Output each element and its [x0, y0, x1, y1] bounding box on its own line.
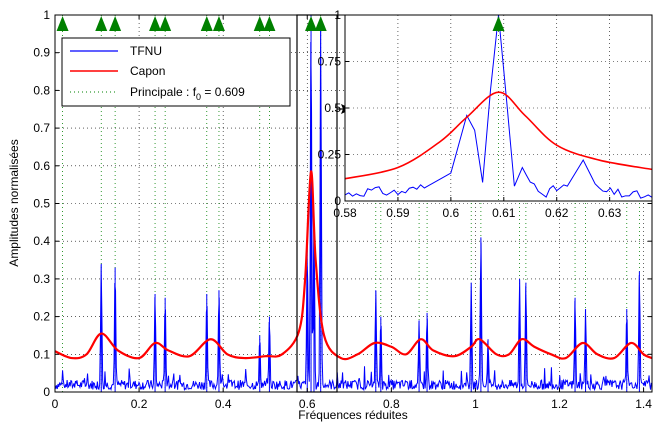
principale-marker-triangle [212, 16, 225, 31]
principale-marker-triangle [159, 16, 172, 31]
inset-y-tick-label: 0.25 [318, 148, 342, 162]
inset-x-tick-label: 0.62 [545, 206, 569, 220]
y-axis-label: Amplitudes normalisées [7, 139, 21, 266]
legend: TFNU Capon Principale : f0 = 0.609 [61, 37, 291, 107]
inset-x-tick-label: 0.6 [443, 206, 460, 220]
principale-marker-triangle [56, 16, 69, 31]
x-tick-label: 1.4 [635, 397, 652, 411]
y-tick-label: 0.7 [33, 121, 50, 135]
inset-y-tick-label: 1 [334, 8, 341, 22]
legend-principale-prefix: Principale : f [130, 85, 197, 99]
x-tick-label: 0 [52, 397, 59, 411]
x-tick-label: 0.8 [383, 397, 400, 411]
principale-marker-triangle [95, 16, 108, 31]
legend-capon-label: Capon [130, 64, 165, 78]
principale-marker-triangle [200, 16, 213, 31]
x-tick-label: 0.6 [299, 397, 316, 411]
y-tick-label: 0.9 [33, 46, 50, 60]
inset-ticks: 0.58 0.59 0.6 0.61 0.62 0.63 0 0.25 0.5 0.75 1 [318, 8, 622, 220]
y-tick-label: 0.3 [33, 272, 50, 286]
inset-x-tick-label: 0.58 [333, 206, 357, 220]
principale-marker-triangle [109, 16, 122, 31]
x-tick-label: 0.2 [131, 397, 148, 411]
zoom-region-box [296, 14, 338, 393]
x-axis-label: Fréquences réduites [298, 408, 407, 422]
y-tick-label: 0.1 [33, 347, 50, 361]
legend-box [61, 37, 291, 107]
principale-marker-triangle [305, 16, 318, 31]
inset-y-tick-label: 0.75 [318, 55, 342, 69]
capon-series-line [54, 170, 653, 361]
legend-principale-label: Principale : f0 = 0.609 [130, 85, 245, 102]
legend-principale-suffix: = 0.609 [201, 85, 245, 99]
inset-principale-triangle [492, 16, 505, 31]
y-tick-label: 0.6 [33, 159, 50, 173]
main-grid [55, 15, 652, 392]
x-tick-label: 1.2 [551, 397, 568, 411]
x-tick-label: 0.4 [215, 397, 232, 411]
principale-marker-triangle [253, 16, 266, 31]
main-ticks: 0 0.2 0.4 0.6 0.8 1 1.2 1.400.10.20.30.40.50.60… [33, 8, 652, 411]
principale-marker-triangle [314, 16, 327, 31]
inset-y-tick-label: 0.5 [324, 101, 341, 115]
x-tick-label: 1 [472, 397, 479, 411]
y-tick-label: 0.4 [33, 234, 50, 248]
inset-x-tick-label: 0.63 [598, 206, 622, 220]
legend-principale-subscript: 0 [196, 92, 201, 102]
main-series [54, 15, 653, 392]
y-tick-label: 0.8 [33, 83, 50, 97]
inset-x-tick-label: 0.61 [492, 206, 516, 220]
inset-y-tick-label: 0 [334, 194, 341, 208]
principale-marker-triangle [263, 16, 276, 31]
inset-capon-line [344, 91, 653, 180]
principale-marker-triangle [149, 16, 162, 31]
y-tick-label: 0.5 [33, 197, 50, 211]
tfnu-series-line [54, 15, 652, 392]
y-tick-label: 0 [43, 385, 50, 399]
inset-grid [345, 15, 652, 201]
legend-tfnu-label: TFNU [130, 44, 162, 58]
inset-x-tick-label: 0.59 [386, 206, 410, 220]
y-tick-label: 1 [43, 8, 50, 22]
inset-marker [492, 16, 505, 31]
y-tick-label: 0.2 [33, 310, 50, 324]
